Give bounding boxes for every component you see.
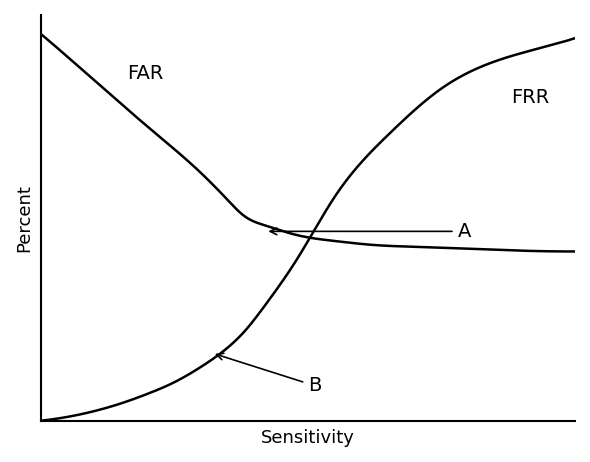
Text: B: B <box>217 353 322 395</box>
Text: A: A <box>270 222 471 241</box>
Y-axis label: Percent: Percent <box>15 184 33 252</box>
Text: FAR: FAR <box>127 64 163 83</box>
Text: FRR: FRR <box>511 88 549 107</box>
X-axis label: Sensitivity: Sensitivity <box>261 429 355 447</box>
